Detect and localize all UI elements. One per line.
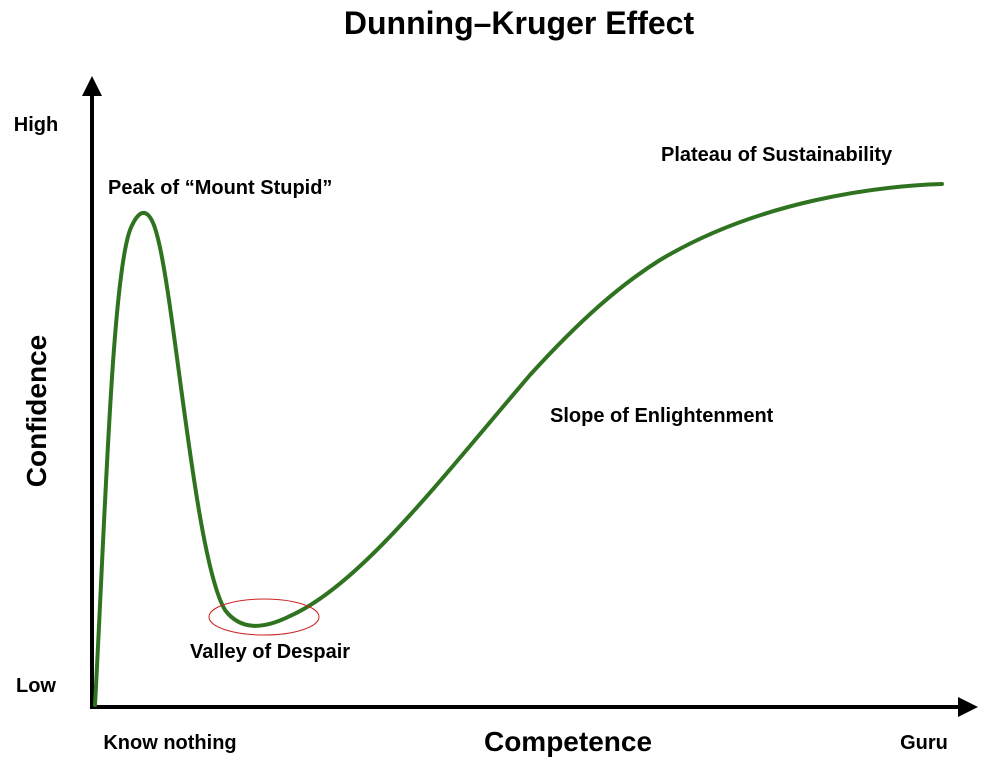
valley-annotation: Valley of Despair	[190, 641, 350, 663]
x-axis-title: Competence	[484, 726, 652, 757]
peak-annotation: Peak of “Mount Stupid”	[108, 177, 332, 199]
y-axis-title: Confidence	[21, 335, 52, 487]
y-high-label: High	[14, 114, 58, 136]
diagram-title: Dunning–Kruger Effect	[344, 5, 695, 41]
x-end-label: Guru	[900, 732, 948, 754]
x-start-label: Know nothing	[103, 732, 236, 754]
valley-highlight-ellipse	[208, 598, 320, 636]
plateau-annotation: Plateau of Sustainability	[661, 144, 893, 166]
slope-annotation: Slope of Enlightenment	[550, 405, 774, 427]
y-low-label: Low	[16, 675, 56, 697]
confidence-curve	[93, 182, 944, 707]
